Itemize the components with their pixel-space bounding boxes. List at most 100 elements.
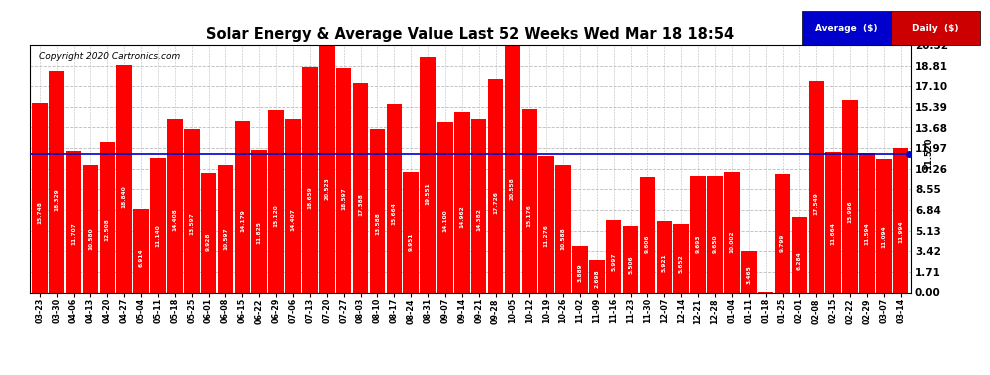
Text: Daily  ($): Daily ($) (913, 24, 958, 33)
Text: 6.914: 6.914 (139, 248, 144, 267)
Text: 10.580: 10.580 (88, 228, 93, 250)
Bar (673, 224, 689, 292)
Text: 18.659: 18.659 (308, 187, 313, 209)
Text: 18.329: 18.329 (54, 188, 59, 211)
Text: 5.506: 5.506 (628, 255, 633, 274)
Bar (775, 174, 790, 292)
Bar (792, 217, 807, 292)
Text: 18.597: 18.597 (342, 187, 346, 210)
Text: 15.176: 15.176 (527, 204, 532, 227)
Text: 3.465: 3.465 (746, 266, 751, 284)
Bar (302, 68, 318, 292)
Bar (134, 209, 148, 292)
Text: 11.664: 11.664 (831, 222, 836, 245)
Bar (505, 45, 520, 292)
Bar (724, 172, 740, 292)
Bar (386, 104, 402, 292)
Text: 14.179: 14.179 (240, 209, 245, 232)
Text: 17.388: 17.388 (358, 193, 363, 216)
Text: 17.726: 17.726 (493, 191, 498, 214)
Text: 5.652: 5.652 (679, 255, 684, 273)
Text: Average  ($): Average ($) (815, 24, 878, 33)
Text: 10.002: 10.002 (730, 231, 735, 253)
Text: 14.382: 14.382 (476, 208, 481, 231)
Title: Solar Energy & Average Value Last 52 Weeks Wed Mar 18 18:54: Solar Energy & Average Value Last 52 Wee… (206, 27, 735, 42)
Bar (859, 153, 875, 292)
Bar (876, 159, 892, 292)
Bar (522, 110, 538, 292)
Text: 13.588: 13.588 (375, 212, 380, 235)
Bar (285, 119, 301, 292)
Text: 9.951: 9.951 (409, 233, 414, 251)
Text: 3.889: 3.889 (577, 264, 582, 282)
Text: 14.100: 14.100 (443, 210, 447, 232)
Bar (184, 129, 200, 292)
Text: 9.693: 9.693 (696, 234, 701, 253)
Bar (403, 172, 419, 292)
Bar (336, 68, 351, 292)
Bar (438, 122, 452, 292)
Bar (555, 165, 571, 292)
Bar (83, 165, 98, 292)
Text: 15.664: 15.664 (392, 202, 397, 225)
Bar (893, 148, 909, 292)
Text: 19.551: 19.551 (426, 182, 431, 205)
Bar (268, 110, 284, 292)
Text: 6.284: 6.284 (797, 251, 802, 270)
Text: 11.276: 11.276 (544, 224, 548, 247)
Bar (454, 112, 469, 292)
Bar (842, 100, 857, 292)
Bar (251, 150, 267, 292)
Bar (65, 151, 81, 292)
Bar (117, 65, 132, 292)
Bar (352, 83, 368, 292)
Text: 14.408: 14.408 (172, 208, 177, 231)
Bar (319, 45, 335, 292)
Bar (201, 173, 217, 292)
Text: 11.094: 11.094 (881, 225, 886, 248)
Text: 20.523: 20.523 (325, 177, 330, 200)
Bar (826, 152, 841, 292)
Bar (809, 81, 824, 292)
Bar (640, 177, 655, 292)
Text: 15.748: 15.748 (38, 201, 43, 224)
Text: 14.407: 14.407 (290, 208, 296, 231)
Text: 9.928: 9.928 (206, 233, 211, 252)
Text: 14.962: 14.962 (459, 206, 464, 228)
Text: 11.707: 11.707 (71, 222, 76, 245)
Text: 9.650: 9.650 (713, 234, 718, 253)
Text: 20.558: 20.558 (510, 177, 515, 200)
Bar (32, 102, 48, 292)
Text: 11.520: 11.520 (924, 137, 933, 170)
Text: 10.588: 10.588 (560, 228, 565, 250)
Bar (235, 122, 250, 292)
Text: 18.840: 18.840 (122, 186, 127, 209)
Bar (49, 71, 64, 292)
Bar (690, 176, 706, 292)
Bar (656, 221, 672, 292)
Bar (623, 226, 639, 292)
Text: 9.606: 9.606 (644, 235, 650, 253)
Bar (572, 246, 588, 292)
Text: 2.698: 2.698 (594, 270, 599, 288)
Text: 11.594: 11.594 (864, 222, 869, 245)
Text: 17.549: 17.549 (814, 192, 819, 215)
Bar (421, 57, 436, 292)
Bar (539, 156, 554, 292)
Bar (488, 79, 503, 292)
Text: 11.140: 11.140 (155, 225, 160, 248)
Bar (606, 220, 622, 292)
Bar (369, 129, 385, 292)
Text: 11.825: 11.825 (256, 221, 261, 244)
Text: 5.921: 5.921 (662, 253, 667, 272)
Bar (707, 176, 723, 292)
Text: 15.996: 15.996 (847, 200, 852, 223)
Text: 11.994: 11.994 (898, 220, 903, 243)
Text: 5.997: 5.997 (611, 253, 616, 272)
Bar (167, 119, 182, 292)
Text: 9.799: 9.799 (780, 234, 785, 252)
Text: 13.597: 13.597 (189, 212, 194, 235)
Text: 10.597: 10.597 (223, 228, 228, 250)
Bar (471, 119, 486, 292)
Bar (100, 142, 115, 292)
